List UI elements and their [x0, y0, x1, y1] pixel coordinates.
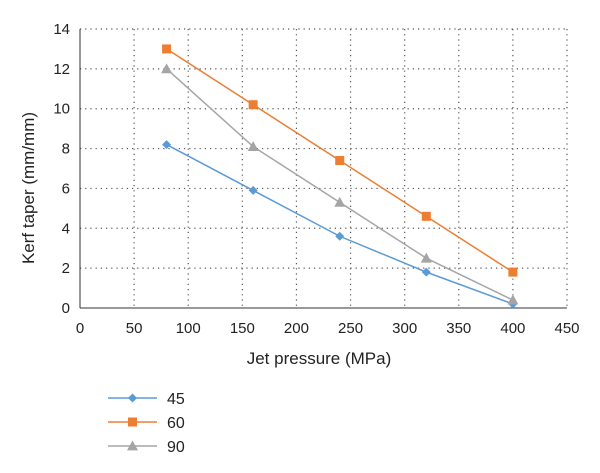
series-60	[162, 44, 518, 277]
legend-label: 90	[167, 439, 185, 456]
x-tick-label: 0	[76, 320, 84, 337]
legend-item: 90	[108, 439, 185, 456]
x-tick-label: 450	[554, 320, 579, 337]
y-tick-label: 14	[53, 21, 70, 38]
series-90	[161, 63, 519, 305]
series-line	[166, 143, 514, 305]
x-axis-title: Jet pressure (MPa)	[247, 349, 392, 368]
data-point	[335, 156, 345, 166]
y-tick-label: 8	[62, 141, 70, 158]
series	[161, 44, 519, 309]
x-tick-label: 100	[176, 320, 201, 337]
grid	[80, 28, 568, 308]
legend-item: 60	[108, 415, 185, 432]
data-point	[248, 100, 258, 110]
legend-label: 45	[167, 391, 185, 408]
data-point	[420, 252, 432, 263]
y-tick-label: 12	[53, 61, 70, 78]
legend-marker	[128, 393, 137, 403]
x-tick-label: 150	[230, 320, 255, 337]
legend-marker	[128, 417, 137, 427]
data-point	[508, 267, 518, 277]
legend-item: 45	[108, 391, 185, 408]
data-point	[507, 294, 519, 305]
y-tick-label: 4	[62, 220, 70, 237]
data-point	[162, 44, 172, 54]
x-tick-label: 250	[338, 320, 363, 337]
y-axis-title: Kerf taper (mm/mm)	[19, 112, 38, 264]
data-point	[248, 185, 258, 195]
axes	[79, 29, 567, 309]
y-tick-label: 10	[53, 101, 70, 118]
data-point	[247, 141, 259, 151]
series-line	[166, 68, 514, 301]
y-tick-label: 6	[62, 180, 70, 197]
legend: 45 60 90	[108, 391, 185, 456]
series-45	[162, 140, 518, 309]
y-tick-label: 2	[62, 260, 70, 277]
data-point	[334, 196, 346, 207]
x-tick-label: 300	[392, 320, 417, 337]
x-tick-label: 50	[126, 320, 143, 337]
tick-labels: 0 2 4 6 8 10 12 14 0 50 100 150 200 250 300 350 400 450	[53, 21, 579, 337]
data-point	[162, 140, 172, 150]
legend-marker	[127, 440, 138, 451]
data-point	[335, 231, 345, 241]
y-tick-label: 0	[62, 300, 70, 317]
data-point	[421, 267, 431, 277]
data-point	[421, 211, 431, 221]
x-tick-label: 200	[284, 320, 309, 337]
x-tick-label: 350	[446, 320, 471, 337]
data-point	[161, 63, 173, 74]
x-tick-label: 400	[500, 320, 525, 337]
legend-label: 60	[167, 415, 185, 432]
